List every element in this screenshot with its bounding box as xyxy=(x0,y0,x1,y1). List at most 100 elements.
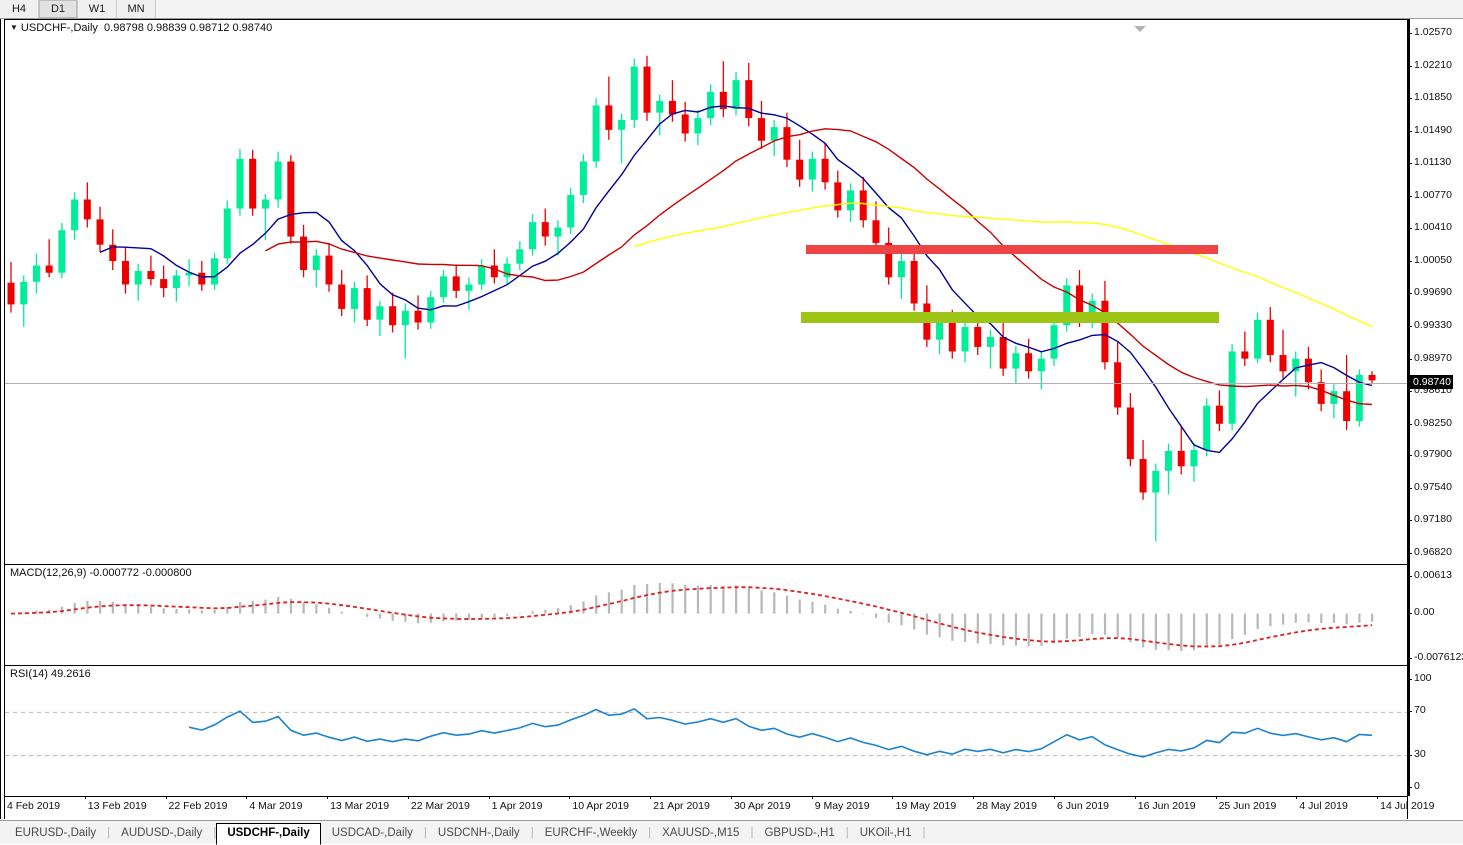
timeframe-button-mn[interactable]: MN xyxy=(117,0,156,18)
rsi-pane-title: RSI(14) 49.2616 xyxy=(10,668,91,680)
collapse-triangle-icon[interactable]: ▼ xyxy=(10,23,18,32)
macd-histogram-bar xyxy=(836,608,839,614)
macd-histogram-bar xyxy=(951,613,954,641)
candlestick xyxy=(452,264,460,299)
candlestick xyxy=(796,139,804,187)
candlestick xyxy=(160,265,168,298)
macd-histogram-bar xyxy=(213,609,216,614)
candlestick xyxy=(745,62,753,127)
time-scale-label: 16 Jun 2019 xyxy=(1134,796,1196,812)
time-scale-label: 4 Jul 2019 xyxy=(1296,796,1348,812)
candlestick xyxy=(719,61,727,118)
candlestick xyxy=(83,182,91,228)
candlestick xyxy=(376,300,384,337)
candlestick xyxy=(249,149,257,216)
price-pane-title: ▼ USDCHF-,Daily 0.98798 0.98839 0.98712 0… xyxy=(10,22,272,34)
macd-histogram-bar xyxy=(900,613,903,626)
macd-histogram-bar xyxy=(1371,613,1374,622)
chart-tab-bar[interactable]: EURUSD-,Daily | AUDUSD-,Daily | USDCHF-,… xyxy=(0,820,1463,845)
macd-histogram-bar xyxy=(1282,613,1285,625)
macd-histogram-bar xyxy=(86,600,89,614)
candlestick xyxy=(287,155,295,244)
macd-histogram-bar xyxy=(378,613,382,619)
chart-tab-usdcnh-daily[interactable]: USDCNH-,Daily xyxy=(437,827,520,839)
candlestick xyxy=(834,170,842,218)
candlestick xyxy=(618,113,626,164)
macd-pane-title: MACD(12,26,9) -0.000772 -0.000800 xyxy=(10,567,192,579)
scroll-marker-icon[interactable] xyxy=(1134,26,1146,32)
candlestick xyxy=(656,94,664,136)
chart-tab-usdchf-daily[interactable]: USDCHF-,Daily xyxy=(216,823,321,845)
macd-histogram-bar xyxy=(137,605,140,614)
candlestick xyxy=(45,239,53,278)
macd-histogram-bar xyxy=(124,604,127,614)
macd-histogram-bar xyxy=(73,602,76,614)
time-scale-label: 4 Feb 2019 xyxy=(4,796,60,812)
macd-signal-line xyxy=(10,586,1373,648)
candlestick xyxy=(1177,426,1185,475)
macd-histogram-bar xyxy=(874,613,878,618)
chart-tab-eurchf-weekly[interactable]: EURCHF-,Weekly xyxy=(544,827,638,839)
symbol-label: USDCHF-,Daily xyxy=(20,22,98,34)
macd-histogram-bar xyxy=(302,602,305,614)
macd-histogram-bar xyxy=(531,611,534,614)
time-scale[interactable]: 4 Feb 2019 13 Feb 2019 22 Feb 2019 4 Mar 20… xyxy=(4,796,1434,818)
candlestick xyxy=(172,270,180,302)
macd-histogram-bar xyxy=(785,595,789,614)
macd-histogram-bar xyxy=(798,599,801,614)
timeframe-button-h4[interactable]: H4 xyxy=(0,0,39,18)
chart-tab-ukoil-h1[interactable]: UKOil-,H1 xyxy=(859,827,912,839)
candlestick xyxy=(1165,443,1173,495)
value-scale[interactable]: 1.02570 1.02210 1.01850 1.01490 1.01130 1.007… xyxy=(1407,19,1463,819)
chart-tab-xauusd-m15[interactable]: XAUUSD-,M15 xyxy=(662,827,740,839)
macd-histogram-bar xyxy=(607,592,611,614)
candlestick xyxy=(1343,355,1351,431)
candlestick xyxy=(1139,440,1147,500)
candlestick xyxy=(96,206,104,252)
tab-separator: | xyxy=(648,827,652,839)
candlestick xyxy=(1101,280,1109,370)
candlestick xyxy=(1215,390,1223,432)
candlestick xyxy=(592,98,600,168)
macd-histogram-bar xyxy=(569,605,572,614)
chart-tab-eurusd-daily[interactable]: EURUSD-,Daily xyxy=(15,827,97,839)
candlestick xyxy=(71,192,79,241)
candlestick xyxy=(478,259,486,290)
macd-histogram-bar xyxy=(1129,613,1132,643)
time-scale-label: 13 Mar 2019 xyxy=(327,796,389,812)
timeframe-button-d1[interactable]: D1 xyxy=(39,0,78,18)
resistance-line[interactable] xyxy=(806,245,1218,254)
candlestick xyxy=(1126,393,1134,467)
ma-fast-line xyxy=(99,105,1373,454)
timeframe-button-w1[interactable]: W1 xyxy=(78,0,117,18)
candlestick xyxy=(211,252,219,290)
macd-histogram-bar xyxy=(976,613,979,644)
macd-histogram-bar xyxy=(366,613,369,617)
candlestick xyxy=(897,253,905,299)
price-pane[interactable]: ▼ USDCHF-,Daily 0.98798 0.98839 0.98712 0… xyxy=(5,19,1407,564)
macd-histogram-bar xyxy=(1053,613,1056,644)
chart-tab-gbpusd-h1[interactable]: GBPUSD-,H1 xyxy=(764,827,835,839)
macd-histogram-bar xyxy=(862,613,865,615)
macd-histogram-bar xyxy=(811,601,814,614)
macd-pane[interactable]: MACD(12,26,9) -0.000772 -0.000800 xyxy=(5,564,1407,665)
macd-histogram-bar xyxy=(1103,613,1107,635)
chart-tab-audusd-daily[interactable]: AUDUSD-,Daily xyxy=(121,827,203,839)
time-scale-label: 22 Mar 2019 xyxy=(407,796,470,812)
support-line[interactable] xyxy=(801,312,1219,323)
candlestick xyxy=(1012,346,1020,384)
candlestick xyxy=(325,242,333,292)
macd-histogram-bar xyxy=(277,596,280,614)
candlestick xyxy=(694,109,702,146)
candlestick xyxy=(681,101,689,142)
candlestick xyxy=(1330,383,1338,419)
rsi-pane[interactable]: RSI(14) 49.2616 xyxy=(5,665,1407,796)
candlestick xyxy=(1355,369,1363,427)
time-scale-label: 25 Jun 2019 xyxy=(1215,796,1276,812)
candlestick xyxy=(300,224,308,278)
candlestick xyxy=(859,176,867,228)
candlestick xyxy=(389,292,397,333)
macd-histogram-bar xyxy=(556,608,560,614)
macd-histogram-bar xyxy=(620,589,623,614)
chart-tab-usdcad-daily[interactable]: USDCAD-,Daily xyxy=(331,827,413,839)
